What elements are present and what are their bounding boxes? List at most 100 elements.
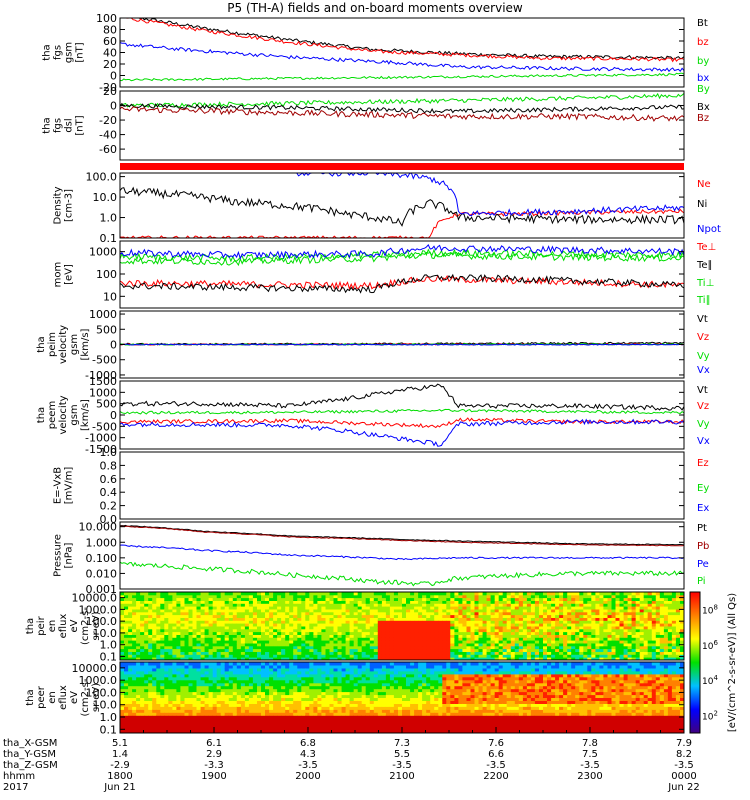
heatmap-cell	[188, 724, 193, 728]
heatmap-cell	[462, 623, 467, 627]
heatmap-cell	[579, 594, 584, 599]
heatmap-cell	[285, 715, 290, 719]
heatmap-cell	[180, 611, 185, 616]
heatmap-cell	[398, 657, 403, 661]
heatmap-cell	[482, 620, 488, 624]
heatmap-cell	[470, 640, 475, 644]
heatmap-cell	[522, 603, 528, 607]
heatmap-cell	[345, 654, 351, 658]
heatmap-cell	[357, 640, 363, 644]
heatmap-cell	[333, 594, 338, 599]
heatmap-cell	[587, 634, 592, 638]
heatmap-cell	[494, 634, 500, 638]
heatmap-cell	[208, 614, 214, 618]
heatmap-cell	[426, 611, 431, 616]
heatmap-cell	[257, 730, 262, 734]
heatmap-cell	[196, 600, 201, 604]
heatmap-cell	[333, 715, 338, 719]
heatmap-cell	[522, 600, 528, 604]
heatmap-cell	[156, 709, 161, 713]
heatmap-cell	[132, 620, 137, 624]
heatmap-cell	[232, 640, 238, 644]
heatmap-cell	[168, 606, 173, 610]
heatmap-cell	[144, 730, 149, 734]
heatmap-cell	[204, 611, 210, 616]
heatmap-cell	[325, 623, 330, 627]
heatmap-cell	[603, 628, 608, 633]
heatmap-cell	[502, 643, 508, 647]
y-axis-label: gsm	[64, 42, 75, 63]
heatmap-cell	[184, 718, 189, 722]
heatmap-cell	[603, 617, 608, 621]
heatmap-cell	[297, 609, 302, 613]
heatmap-cell	[176, 703, 181, 707]
heatmap-cell	[228, 609, 234, 613]
heatmap-cell	[442, 594, 447, 599]
heatmap-cell	[510, 651, 516, 655]
heatmap-cell	[265, 631, 270, 635]
y-axis-label: sr-eV)	[91, 611, 102, 640]
heatmap-cell	[293, 679, 298, 684]
heatmap-cell	[216, 594, 222, 599]
heatmap-cell	[434, 609, 439, 613]
heatmap-cell	[120, 691, 125, 696]
heatmap-cell	[530, 611, 536, 616]
heatmap-cell	[406, 640, 411, 644]
heatmap-cell	[325, 645, 330, 650]
heatmap-cell	[188, 673, 193, 678]
heatmap-cell	[595, 606, 600, 610]
heatmap-cell	[257, 637, 262, 641]
heatmap-cell	[450, 611, 455, 616]
heatmap-cell	[184, 667, 189, 672]
y-axis-label: peim	[47, 332, 58, 357]
heatmap-cell	[309, 697, 314, 701]
heatmap-cell	[228, 670, 234, 675]
heatmap-cell	[410, 640, 415, 644]
heatmap-cell	[261, 688, 266, 693]
heatmap-cell	[252, 594, 258, 599]
heatmap-cell	[128, 673, 133, 678]
heatmap-cell	[385, 606, 391, 610]
heatmap-cell	[422, 594, 427, 599]
heatmap-cell	[120, 673, 125, 678]
heatmap-cell	[555, 603, 560, 607]
heatmap-cell	[389, 645, 395, 650]
heatmap-cell	[526, 648, 532, 652]
heatmap-cell	[309, 715, 314, 719]
heatmap-cell	[486, 643, 492, 647]
heatmap-cell	[192, 700, 197, 704]
heatmap-cell	[313, 724, 318, 728]
heatmap-cell	[385, 637, 391, 641]
heatmap-cell	[224, 654, 230, 658]
heatmap-cell	[277, 606, 282, 610]
heatmap-cell	[224, 721, 230, 725]
heatmap-cell	[277, 643, 282, 647]
heatmap-cell	[534, 628, 540, 633]
heatmap-cell	[470, 637, 475, 641]
heatmap-cell	[333, 673, 338, 678]
heatmap-cell	[623, 609, 629, 613]
heatmap-cell	[257, 724, 262, 728]
heatmap-cell	[583, 600, 588, 604]
heatmap-cell	[671, 643, 677, 647]
heatmap-cell	[160, 614, 165, 618]
heatmap-cell	[321, 594, 326, 599]
heatmap-cell	[176, 600, 181, 604]
heatmap-cell	[257, 592, 262, 596]
legend-Npot: Npot	[697, 224, 721, 235]
heatmap-cell	[325, 688, 330, 693]
heatmap-cell	[228, 688, 234, 693]
heatmap-cell	[196, 603, 201, 607]
heatmap-cell	[502, 645, 508, 650]
heatmap-cell	[393, 614, 399, 618]
heatmap-cell	[675, 637, 681, 641]
heatmap-cell	[232, 703, 238, 707]
heatmap-cell	[180, 697, 185, 701]
heatmap-cell	[192, 694, 197, 698]
heatmap-cell	[466, 617, 471, 621]
heatmap-cell	[212, 691, 218, 696]
heatmap-cell	[144, 637, 149, 641]
heatmap-cell	[530, 640, 536, 644]
heatmap-cell	[543, 594, 548, 599]
heatmap-cell	[156, 703, 161, 707]
